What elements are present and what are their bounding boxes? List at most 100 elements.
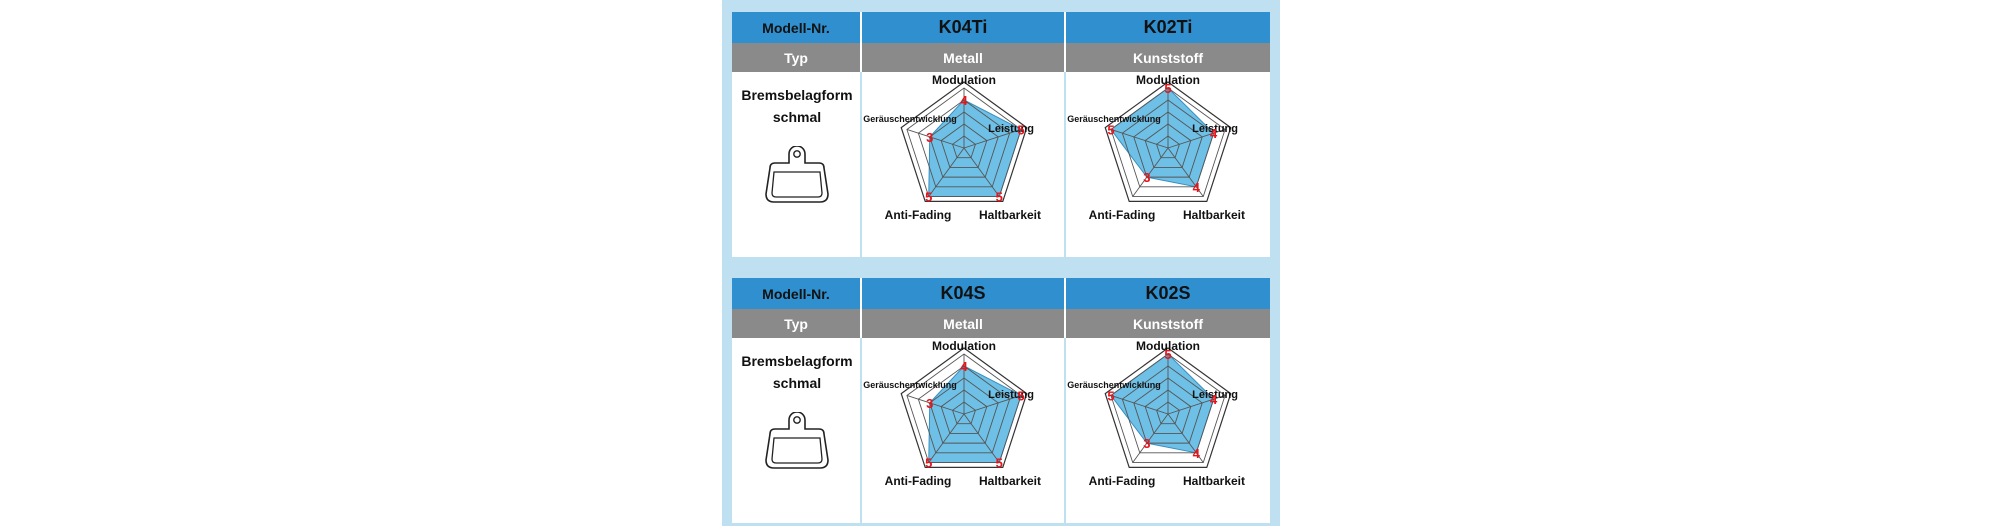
radar-axis-label: Anti-Fading	[885, 474, 952, 488]
radar-axis-label: Geräuschentwicklung	[1067, 380, 1161, 390]
radar-value-label: 5	[1107, 122, 1114, 137]
model-label: Modell-Nr.	[732, 12, 862, 43]
radar-chart: Modulation Leistung Haltbarkeit Anti-Fading…	[863, 73, 1041, 222]
radar-axis-label: Modulation	[1136, 73, 1200, 87]
radar-grid-ring	[1133, 111, 1203, 178]
type-row: Typ Metall Kunststoff	[732, 43, 1270, 72]
radar-value-label: 3	[1143, 436, 1150, 451]
type-label: Typ	[732, 309, 862, 338]
radar-axis-label: Modulation	[932, 339, 996, 353]
header-row: Modell-Nr. K04S K02S	[732, 278, 1270, 309]
radar-chart: Modulation Leistung Haltbarkeit Anti-Fading…	[1067, 73, 1245, 222]
radar-axis-label: Leistung	[988, 389, 1034, 401]
radar-grid-ring	[1156, 135, 1180, 159]
chart-row: Bremsbelagform schmal Modulation Leistung…	[732, 338, 1270, 523]
radar-value-label: 5	[1017, 388, 1024, 403]
pad-shape-line2: schmal	[772, 375, 822, 391]
model-name: K04S	[862, 278, 1066, 309]
type-value: Kunststoff	[1066, 43, 1270, 72]
radar-grid-ring	[940, 123, 988, 168]
radar-spoke	[1110, 129, 1169, 149]
radar-value-label: 5	[925, 190, 932, 205]
radar-axis-label: Leistung	[1192, 389, 1238, 401]
radar-axis-label: Modulation	[932, 73, 996, 87]
pad-shape-line2: schmal	[772, 109, 822, 125]
radar-grid-ring	[906, 87, 1022, 197]
radar-value-label: 3	[926, 396, 933, 411]
type-value: Metall	[862, 43, 1066, 72]
radar-grid-ring	[917, 99, 1011, 188]
radar-value-label: 5	[1017, 122, 1024, 137]
radar-value-label: 3	[1143, 170, 1150, 185]
radar-spoke	[1132, 413, 1169, 463]
radar-spoke	[963, 129, 1022, 149]
radar-value-label: 4	[960, 93, 968, 108]
radar-axis-label: Modulation	[1136, 339, 1200, 353]
radar-grid-ring	[929, 111, 999, 178]
model-label: Modell-Nr.	[732, 278, 862, 309]
type-row: Typ Metall Kunststoff	[732, 309, 1270, 338]
radar-axis-label: Leistung	[1192, 123, 1238, 135]
radar-cell: Modulation Leistung Haltbarkeit Anti-Fading…	[1066, 72, 1270, 257]
radar-grid-ring	[952, 135, 976, 159]
radar-axis-label: Leistung	[988, 123, 1034, 135]
radar-spoke	[928, 147, 965, 197]
radar-spoke	[963, 147, 1000, 197]
radar-spoke	[906, 129, 965, 149]
radar-value-label: 4	[1210, 126, 1218, 141]
pad-shape-line1: Bremsbelagform	[741, 353, 853, 369]
radar-spoke	[1167, 129, 1226, 149]
type-value: Metall	[862, 309, 1066, 338]
radar-value-label: 4	[1210, 392, 1218, 407]
radar-grid-ring	[917, 365, 1011, 454]
brake-pad-icon	[765, 412, 829, 469]
radar-spoke	[928, 413, 965, 463]
pad-shape-label: Bremsbelagform schmal	[732, 350, 862, 394]
radar-axis-label: Anti-Fading	[1089, 208, 1156, 222]
radar-value-label: 4	[1193, 446, 1201, 461]
radar-grid-ring	[1110, 87, 1226, 197]
radar-grid-ring	[1144, 389, 1192, 434]
radar-axis-label: Haltbarkeit	[979, 208, 1041, 222]
radar-value-label: 5	[925, 456, 932, 471]
model-name: K02S	[1066, 278, 1270, 309]
radar-chart: Modulation Leistung Haltbarkeit Anti-Fading…	[1067, 339, 1245, 488]
radar-value-label: 4	[1193, 180, 1201, 195]
radar-axis-label: Geräuschentwicklung	[863, 380, 957, 390]
radar-value-label: 4	[960, 359, 968, 374]
model-name: K02Ti	[1066, 12, 1270, 43]
radar-axis-label: Geräuschentwicklung	[863, 114, 957, 124]
radar-value-label: 5	[1164, 81, 1171, 96]
model-name: K04Ti	[862, 12, 1066, 43]
radar-axis-label: Geräuschentwicklung	[1067, 114, 1161, 124]
radar-spoke	[1132, 147, 1169, 197]
radar-spoke	[906, 395, 965, 415]
chart-row: Bremsbelagform schmal Modulation Leistung…	[732, 72, 1270, 257]
pad-shape-line1: Bremsbelagform	[741, 87, 853, 103]
radar-cell: Modulation Leistung Haltbarkeit Anti-Fading…	[1066, 338, 1270, 523]
type-value: Kunststoff	[1066, 309, 1270, 338]
radar-spoke	[1110, 395, 1169, 415]
radar-value-label: 5	[996, 190, 1003, 205]
radar-grid-ring	[929, 377, 999, 444]
brake-pad-icon	[765, 146, 829, 203]
radar-axis-label: Anti-Fading	[885, 208, 952, 222]
radar-axis-label: Haltbarkeit	[1183, 208, 1245, 222]
radar-value-label: 5	[1164, 347, 1171, 362]
radar-grid-ring	[940, 389, 988, 434]
radar-grid-ring	[1156, 401, 1180, 425]
radar-axis-label: Haltbarkeit	[979, 474, 1041, 488]
radar-grid-ring	[1121, 365, 1215, 454]
radar-value-label: 3	[926, 130, 933, 145]
radar-value-label: 5	[1107, 388, 1114, 403]
radar-grid-ring	[1144, 123, 1192, 168]
radar-axis-label: Haltbarkeit	[1183, 474, 1245, 488]
radar-spoke	[963, 395, 1022, 415]
radar-spoke	[963, 413, 1000, 463]
radar-value-label: 5	[996, 456, 1003, 471]
radar-grid-ring	[1133, 377, 1203, 444]
radar-chart: Modulation Leistung Haltbarkeit Anti-Fading…	[863, 339, 1041, 488]
header-row: Modell-Nr. K04Ti K02Ti	[732, 12, 1270, 43]
radar-grid-ring	[1121, 99, 1215, 188]
type-label: Typ	[732, 43, 862, 72]
